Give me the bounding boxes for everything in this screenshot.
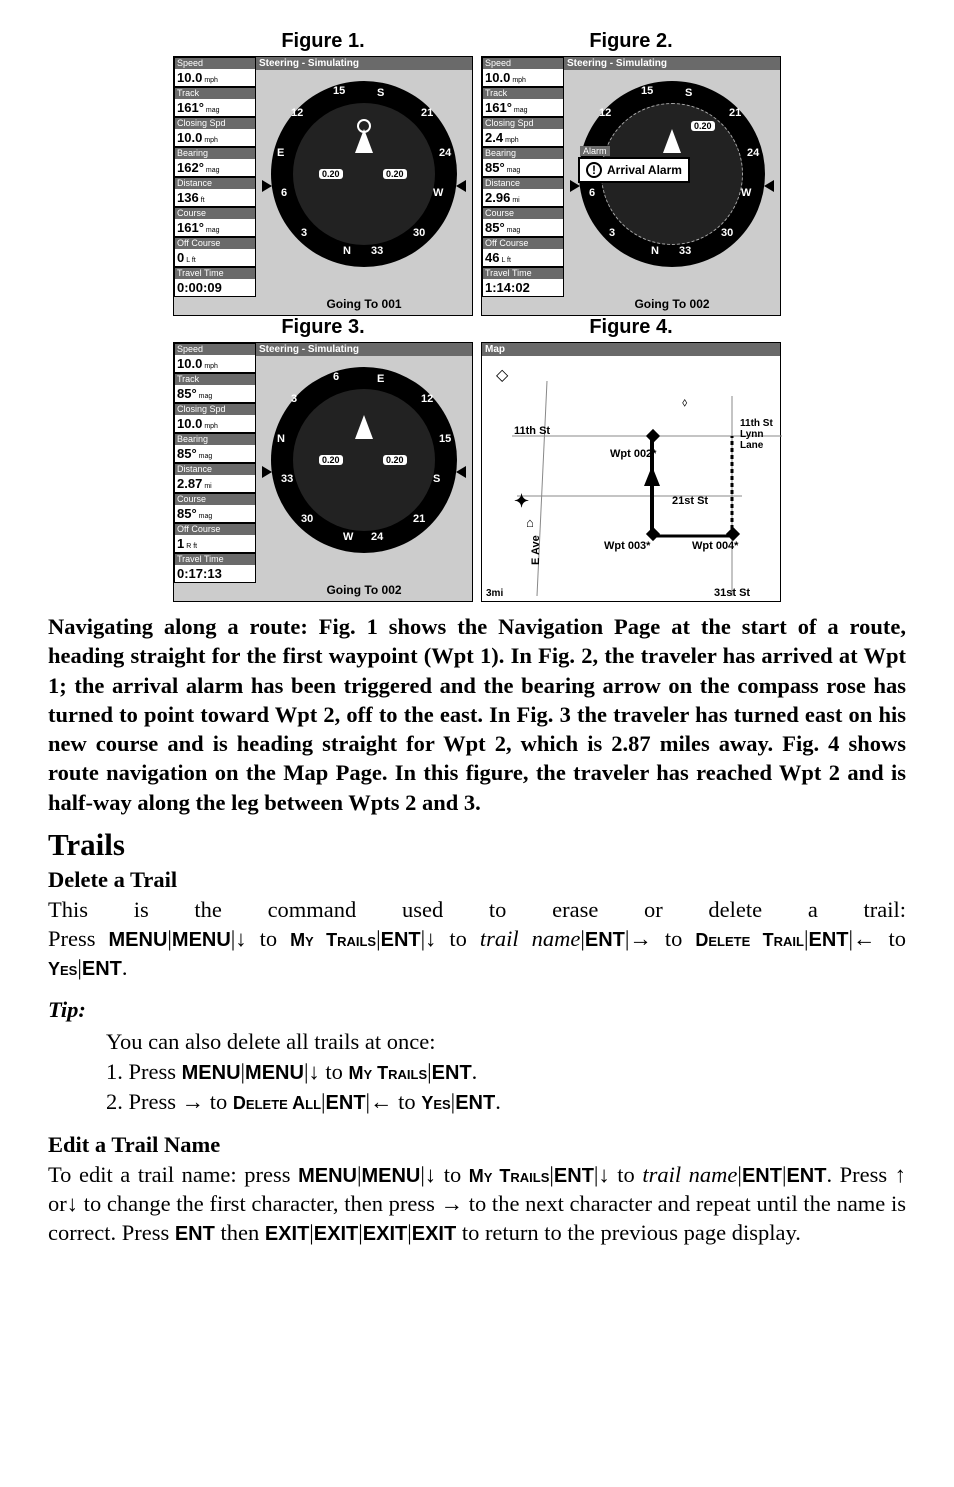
nav-screen-2: Speed10.0mph Track161°mag Closing Spd2.4… (481, 56, 781, 316)
direction-arrow (355, 415, 373, 439)
compass-area-1: Steering - Simulating 15 S 21 24 W 30 33… (256, 57, 472, 315)
delete-trail-intro: This is the command used to erase or del… (48, 895, 906, 924)
delete-trail-heading: Delete a Trail (48, 867, 906, 893)
nav-screen-1: Speed10.0mph Track161°mag Closing Spd10.… (173, 56, 473, 316)
data-panel-1: Speed10.0mph Track161°mag Closing Spd10.… (174, 57, 256, 315)
zoom-in-icon[interactable] (456, 466, 466, 478)
delete-trail-command: Press MENU|MENU|↓ to My Trails|ENT|↓ to … (48, 924, 906, 983)
alert-icon: ! (586, 162, 602, 178)
cursor-icon: ◇ (496, 365, 508, 385)
compass-icon: ✦ (514, 491, 529, 512)
edit-trail-heading: Edit a Trail Name (48, 1132, 906, 1158)
figures-container: Figure 1. Speed10.0mph Track161°mag Clos… (173, 30, 781, 602)
figure-3: Figure 3. Speed10.0mph Track85°mag Closi… (173, 316, 473, 602)
compass-area-3: Steering - Simulating 6 E 12 15 S 21 24 … (256, 343, 472, 601)
zoom-out-icon[interactable] (262, 180, 272, 192)
tip-content: You can also delete all trails at once: … (106, 1027, 906, 1118)
map-route-lines (482, 356, 782, 603)
home-icon: ⌂ (526, 515, 534, 530)
tip-label: Tip: (48, 997, 906, 1023)
nav-screen-3: Speed10.0mph Track85°mag Closing Spd10.0… (173, 342, 473, 602)
zoom-in-icon[interactable] (764, 180, 774, 192)
figure-1-label: Figure 1. (173, 30, 473, 53)
figure-2: Figure 2. Speed10.0mph Track161°mag Clos… (481, 30, 781, 316)
figure-3-label: Figure 3. (173, 316, 473, 339)
figure-row-1: Figure 1. Speed10.0mph Track161°mag Clos… (173, 30, 781, 316)
edit-trail-body: To edit a trail name: press MENU|MENU|↓ … (48, 1160, 906, 1248)
figure-4-label: Figure 4. (481, 316, 781, 339)
waypoint-icon: ⬨ (682, 395, 687, 410)
zoom-in-icon[interactable] (456, 180, 466, 192)
figure-2-label: Figure 2. (481, 30, 781, 53)
tip-step-1: 1. Press MENU|MENU|↓ to My Trails|ENT. (106, 1057, 906, 1087)
tip-step-2: 2. Press → to Delete All|ENT|← to Yes|EN… (106, 1087, 906, 1117)
alarm-label: Alarm (580, 146, 610, 156)
trails-heading: Trails (48, 827, 906, 863)
data-panel-2: Speed10.0mph Track161°mag Closing Spd2.4… (482, 57, 564, 315)
figure-row-2: Figure 3. Speed10.0mph Track85°mag Closi… (173, 316, 781, 602)
map-screen: Map ◇ ⬨ ✦ ⌂ 11th St (481, 342, 781, 602)
compass-area-2: Steering - Simulating 15 S 21 24 W 30 33… (564, 57, 780, 315)
figure-4: Figure 4. Map ◇ ⬨ ✦ (481, 316, 781, 602)
arrival-alarm: ! Arrival Alarm (578, 157, 690, 183)
compass-circle: 6 E 12 15 S 21 24 W 30 33 N 3 0.20 (271, 367, 457, 553)
figure-caption: Navigating along a route: Fig. 1 shows t… (48, 612, 906, 817)
figure-1: Figure 1. Speed10.0mph Track161°mag Clos… (173, 30, 473, 316)
compass-circle: 15 S 21 24 W 30 33 N 3 6 E 12 0.20 (271, 81, 457, 267)
direction-arrow (663, 129, 681, 153)
zoom-out-icon[interactable] (262, 466, 272, 478)
data-panel-3: Speed10.0mph Track85°mag Closing Spd10.0… (174, 343, 256, 601)
